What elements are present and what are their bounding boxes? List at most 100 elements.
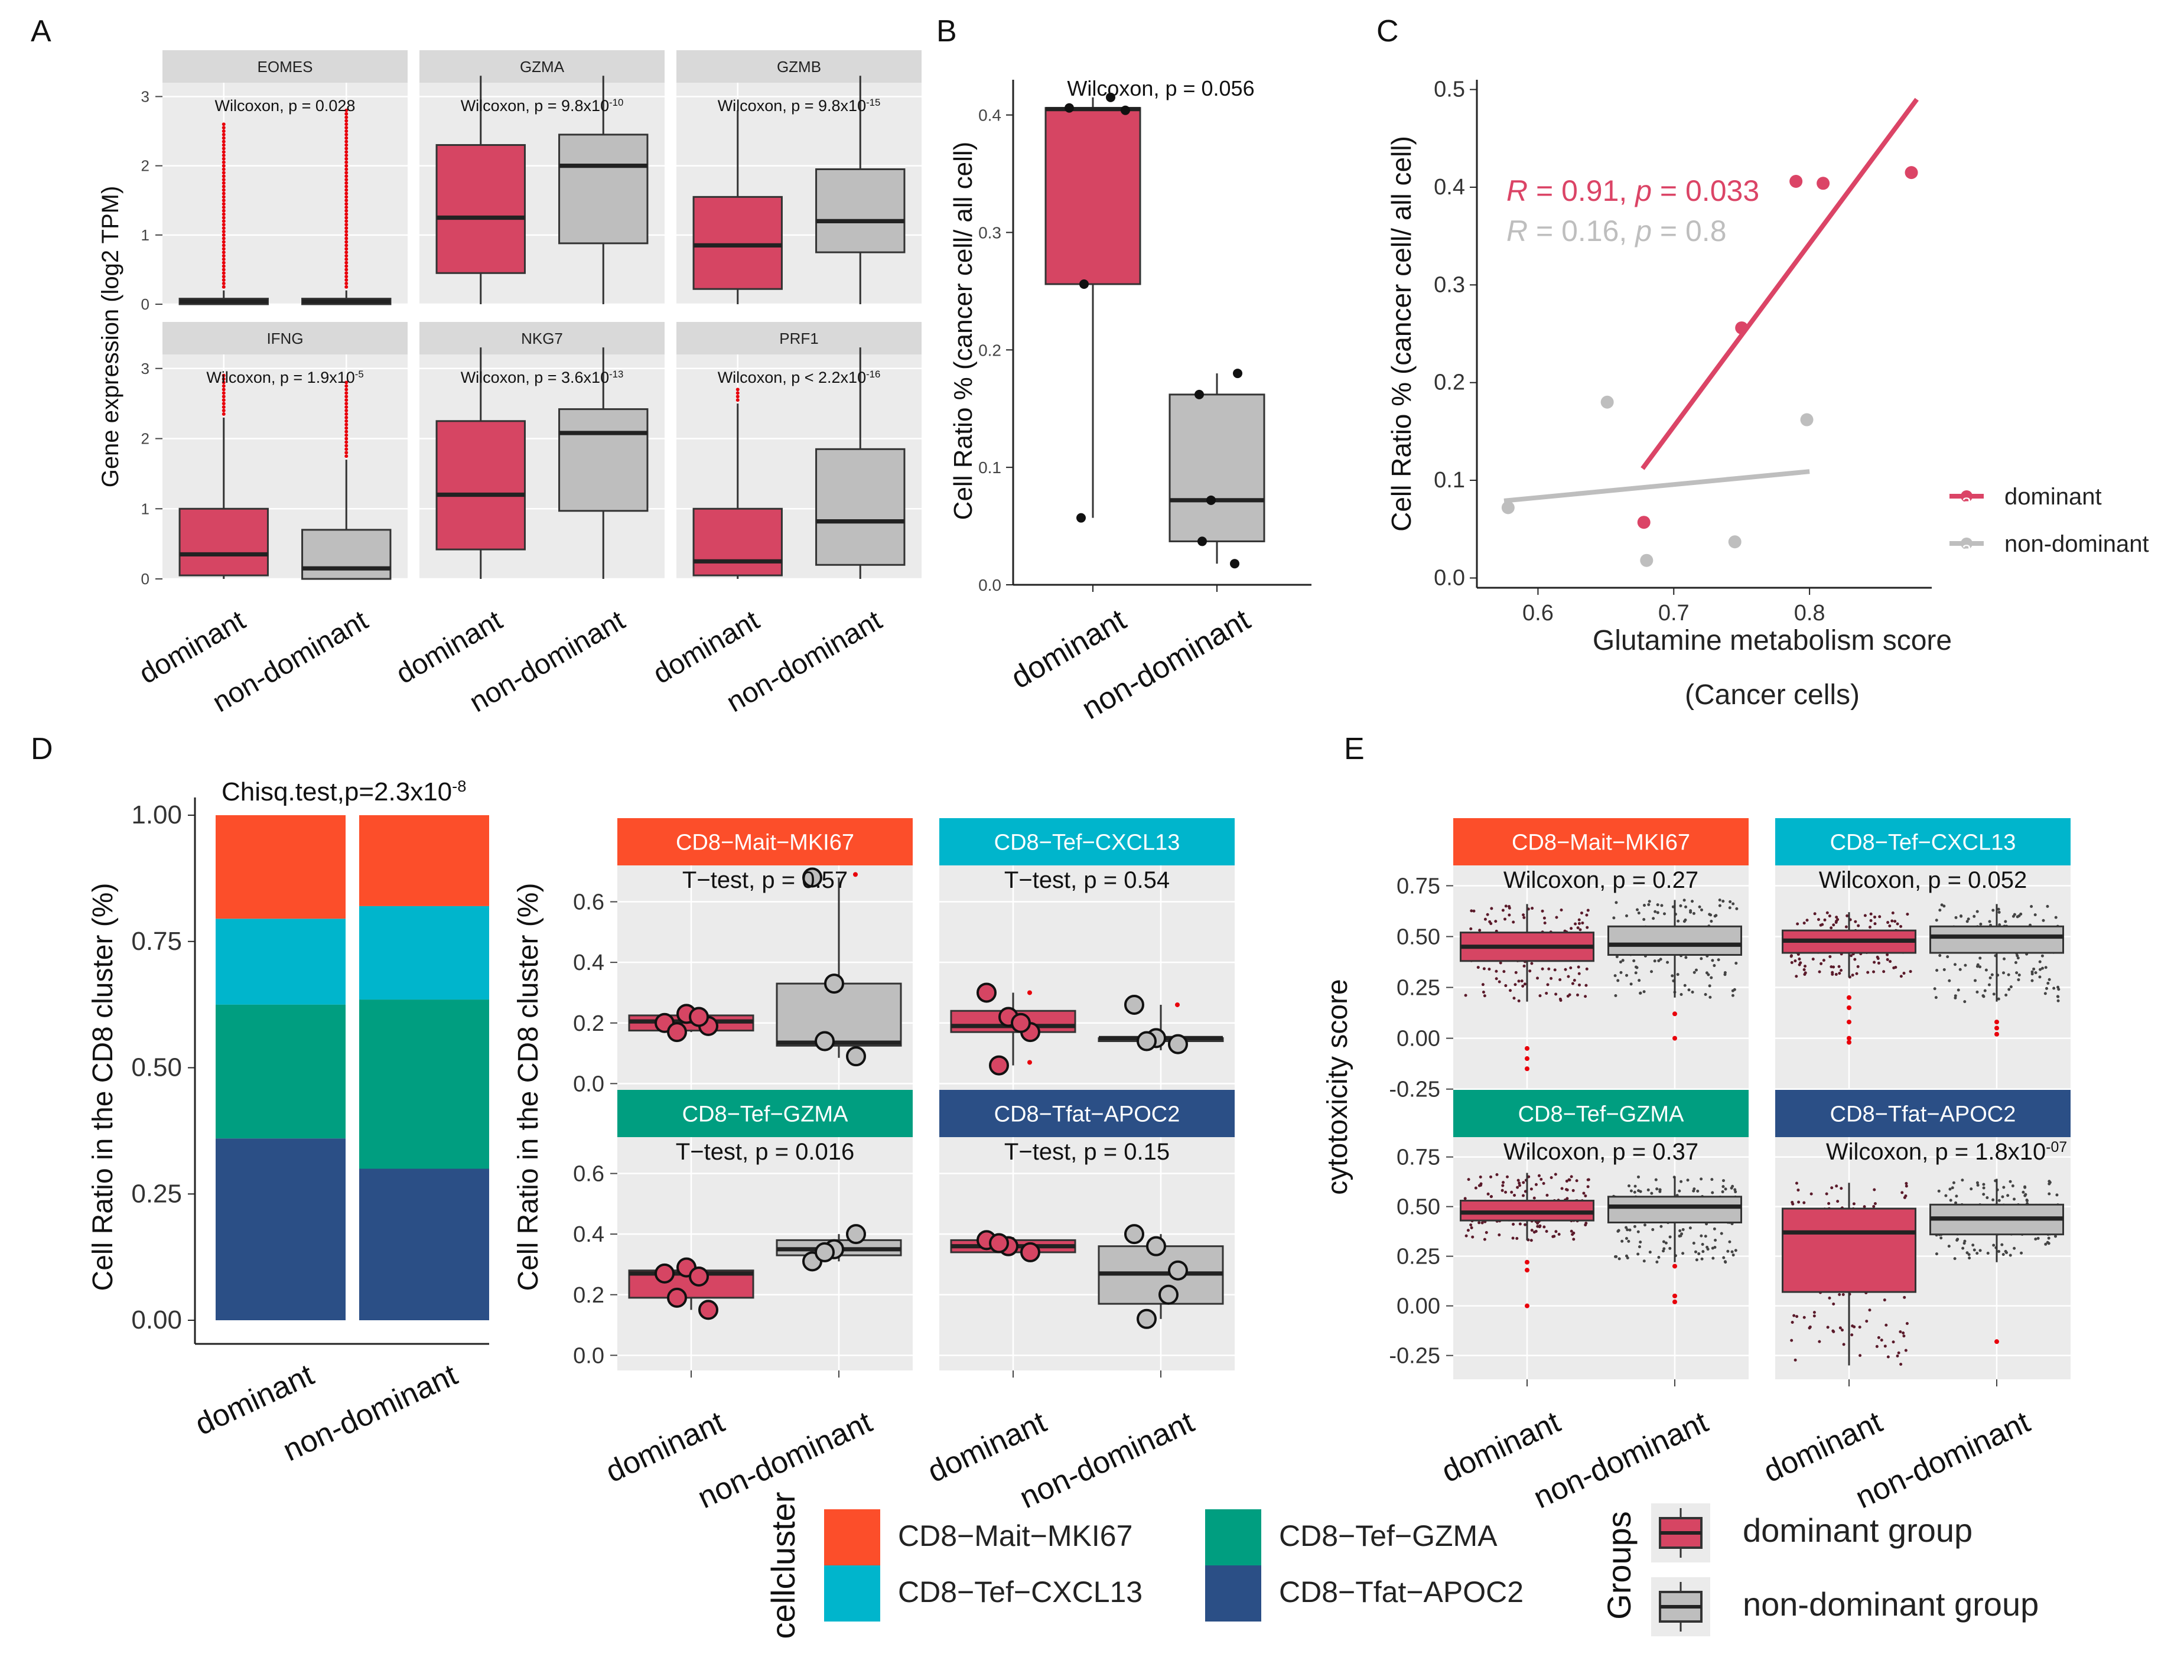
jitter-point xyxy=(1961,1246,1965,1250)
jitter-point xyxy=(1523,982,1526,986)
jitter-point xyxy=(2017,978,2020,982)
superscript: -5 xyxy=(355,369,364,380)
jitter-point xyxy=(1663,912,1667,916)
outlier-point xyxy=(1525,1259,1529,1265)
jitter-point xyxy=(1978,965,1982,969)
jitter-point xyxy=(1808,1326,1811,1330)
jitter-point xyxy=(1671,974,1674,978)
jitter-point xyxy=(1584,1223,1587,1227)
outlier-point xyxy=(344,122,349,126)
box-non-dominant xyxy=(815,448,906,566)
jitter-point xyxy=(1975,910,1979,913)
data-point xyxy=(846,1224,866,1245)
y-tick-label: 0.75 xyxy=(1397,874,1440,898)
superscript: -8 xyxy=(452,777,466,795)
y-tick-label: 3 xyxy=(141,87,149,105)
jitter-point xyxy=(1948,1187,1952,1191)
outlier-point xyxy=(1672,1264,1677,1269)
y-tick-label: 1 xyxy=(141,226,149,244)
box-non-dominant xyxy=(1169,393,1265,542)
jitter-point xyxy=(1949,1199,1952,1202)
stacked-bar-segment xyxy=(359,1168,489,1320)
jitter-point xyxy=(1474,1186,1477,1190)
text-span: T−test, p = 0.15 xyxy=(1004,1139,1170,1165)
outlier-point xyxy=(222,150,226,154)
jitter-point xyxy=(1865,1320,1869,1323)
outlier-point xyxy=(222,233,226,237)
outlier-point xyxy=(735,391,740,395)
legends: cellcluster CD8−Mait−MKI67 CD8−Tef−CXCL13 C… xyxy=(764,1492,2039,1639)
jitter-point xyxy=(2056,995,2059,998)
jitter-point xyxy=(2055,1193,2059,1197)
data-point xyxy=(1121,105,1130,115)
facet-strip-label: GZMA xyxy=(520,58,565,76)
stacked-bar-segment xyxy=(359,906,489,1000)
legend-label: dominant xyxy=(2004,484,2102,510)
test-label: Wilcoxon, p = 3.6x10-13 xyxy=(461,369,624,387)
jitter-point xyxy=(1828,914,1831,918)
jitter-point xyxy=(1522,1194,1525,1197)
jitter-point xyxy=(1893,920,1897,923)
outlier-point xyxy=(344,275,349,279)
jitter-point xyxy=(1502,970,1506,974)
legend-label: CD8−Tfat−APOC2 xyxy=(1279,1575,1524,1609)
data-point xyxy=(977,982,997,1003)
scatter-point xyxy=(1640,554,1654,567)
jitter-point xyxy=(1986,1251,1990,1255)
jitter-point xyxy=(1975,1252,1979,1255)
jitter-point xyxy=(1938,953,1942,957)
jitter-point xyxy=(1876,957,1880,961)
jitter-point xyxy=(1536,1222,1539,1225)
panel-e: CD8−Mait−MKI67 Wilcoxon, p = 0.27 -0.25 0.0… xyxy=(1322,818,2071,1515)
outlier-point xyxy=(222,154,226,158)
jitter-point xyxy=(1794,959,1797,963)
outlier-point xyxy=(344,388,349,392)
jitter-point xyxy=(1532,1196,1536,1200)
facet-strip xyxy=(676,50,922,83)
outlier-point xyxy=(1847,1040,1851,1045)
jitter-point xyxy=(1488,968,1491,971)
y-tick-label: 1.00 xyxy=(131,800,182,829)
jitter-point xyxy=(1486,913,1489,916)
jitter-point xyxy=(1873,1188,1876,1191)
jitter-point xyxy=(2000,1243,2004,1246)
jitter-point xyxy=(1948,979,1951,982)
jitter-point xyxy=(1858,1326,1861,1329)
jitter-point xyxy=(1711,1256,1715,1260)
jitter-point xyxy=(1825,911,1829,914)
jitter-point xyxy=(2030,904,2033,908)
jitter-point xyxy=(1486,1192,1490,1196)
jitter-point xyxy=(1655,1260,1659,1264)
test-label: T−test, p = 0.57 xyxy=(682,867,848,893)
jitter-point xyxy=(1946,955,1949,959)
jitter-point xyxy=(1520,979,1524,983)
jitter-point xyxy=(2034,971,2037,975)
jitter-point xyxy=(1826,1326,1830,1329)
jitter-point xyxy=(1550,1176,1553,1180)
jitter-point xyxy=(1625,1226,1628,1229)
jitter-point xyxy=(1935,1252,1938,1256)
outlier-point xyxy=(344,233,349,237)
text-span: Wilcoxon, p = 1.9x10 xyxy=(206,369,354,386)
outlier-point xyxy=(344,454,349,458)
jitter-point xyxy=(1903,1295,1906,1299)
jitter-point xyxy=(1796,922,1799,926)
jitter-point xyxy=(1668,1235,1672,1239)
jitter-point xyxy=(1614,1255,1617,1258)
jitter-point xyxy=(2005,1251,2009,1255)
jitter-point xyxy=(1574,922,1577,926)
jitter-point xyxy=(1512,920,1515,924)
jitter-point xyxy=(1572,1231,1576,1235)
jitter-point xyxy=(1858,1354,1862,1357)
outlier-point xyxy=(1525,1056,1529,1062)
jitter-point xyxy=(1557,1232,1561,1236)
jitter-point xyxy=(1728,906,1731,910)
text-span: Wilcoxon, p = 9.8x10 xyxy=(461,97,609,115)
jitter-point xyxy=(1700,957,1703,961)
y-tick-label: 0.1 xyxy=(978,458,1001,477)
outlier-point xyxy=(344,440,349,444)
outlier-point xyxy=(344,157,349,161)
panel-label-D: D xyxy=(31,732,53,766)
superscript: -15 xyxy=(866,97,880,108)
jitter-point xyxy=(1897,1351,1900,1355)
